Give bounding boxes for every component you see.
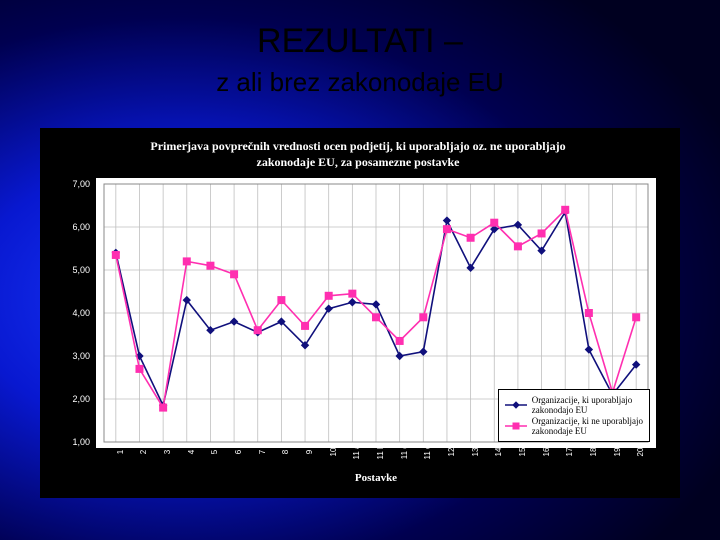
slide-titles: REZULTATI – z ali brez zakonodaje EU (0, 0, 720, 98)
x-tick: 20 (636, 448, 645, 457)
y-tick: 2,00 (72, 394, 90, 404)
x-axis-label: Postavke (96, 472, 656, 484)
chart-title-line1: Primerjava povprečnih vrednosti ocen pod… (150, 139, 565, 153)
y-tick: 6,00 (72, 222, 90, 232)
x-tick: 8 (281, 450, 290, 454)
x-tick: 5 (210, 450, 219, 454)
legend-item: Organizacije, ki uporabljajozakonodajo E… (505, 395, 643, 415)
sub-title: z ali brez zakonodaje EU (0, 67, 720, 98)
x-tick: 3 (163, 450, 172, 454)
legend-item: Organizacije, ki ne uporabljajozakonodaj… (505, 416, 643, 436)
x-tick: 10 (329, 448, 338, 457)
y-tick: 5,00 (72, 265, 90, 275)
x-tick: 6 (234, 450, 243, 454)
x-tick: 18 (589, 448, 598, 457)
y-tick: 3,00 (72, 351, 90, 361)
x-tick: 16 (542, 448, 551, 457)
x-tick: 15 (518, 448, 527, 457)
x-tick: 1 (116, 450, 125, 454)
chart-title-line2: zakonodaje EU, za posamezne postavke (257, 155, 460, 169)
x-tick: 13 (471, 448, 480, 457)
y-tick: 4,00 (72, 308, 90, 318)
x-tick: 19 (613, 448, 622, 457)
x-tick: 14 (494, 448, 503, 457)
chart-title: Primerjava povprečnih vrednosti ocen pod… (50, 138, 666, 170)
x-tick: 4 (187, 450, 196, 454)
y-tick: 7,00 (72, 179, 90, 189)
x-tick: 12 (447, 448, 456, 457)
x-tick: 2 (139, 450, 148, 454)
x-tick: 7 (258, 450, 267, 454)
chart-container: Primerjava povprečnih vrednosti ocen pod… (40, 128, 680, 498)
main-title: REZULTATI – (0, 22, 720, 61)
legend-swatch (505, 400, 527, 410)
plot-area: Povprečna vrednost ocen 1,002,003,004,00… (96, 178, 656, 448)
x-tick: 9 (305, 450, 314, 454)
legend-label: Organizacije, ki ne uporabljajozakonodaj… (532, 416, 643, 436)
y-tick: 1,00 (72, 437, 90, 447)
legend-label: Organizacije, ki uporabljajozakonodajo E… (532, 395, 633, 415)
x-tick: 17 (565, 448, 574, 457)
legend: Organizacije, ki uporabljajozakonodajo E… (498, 389, 650, 442)
legend-swatch (505, 421, 527, 431)
